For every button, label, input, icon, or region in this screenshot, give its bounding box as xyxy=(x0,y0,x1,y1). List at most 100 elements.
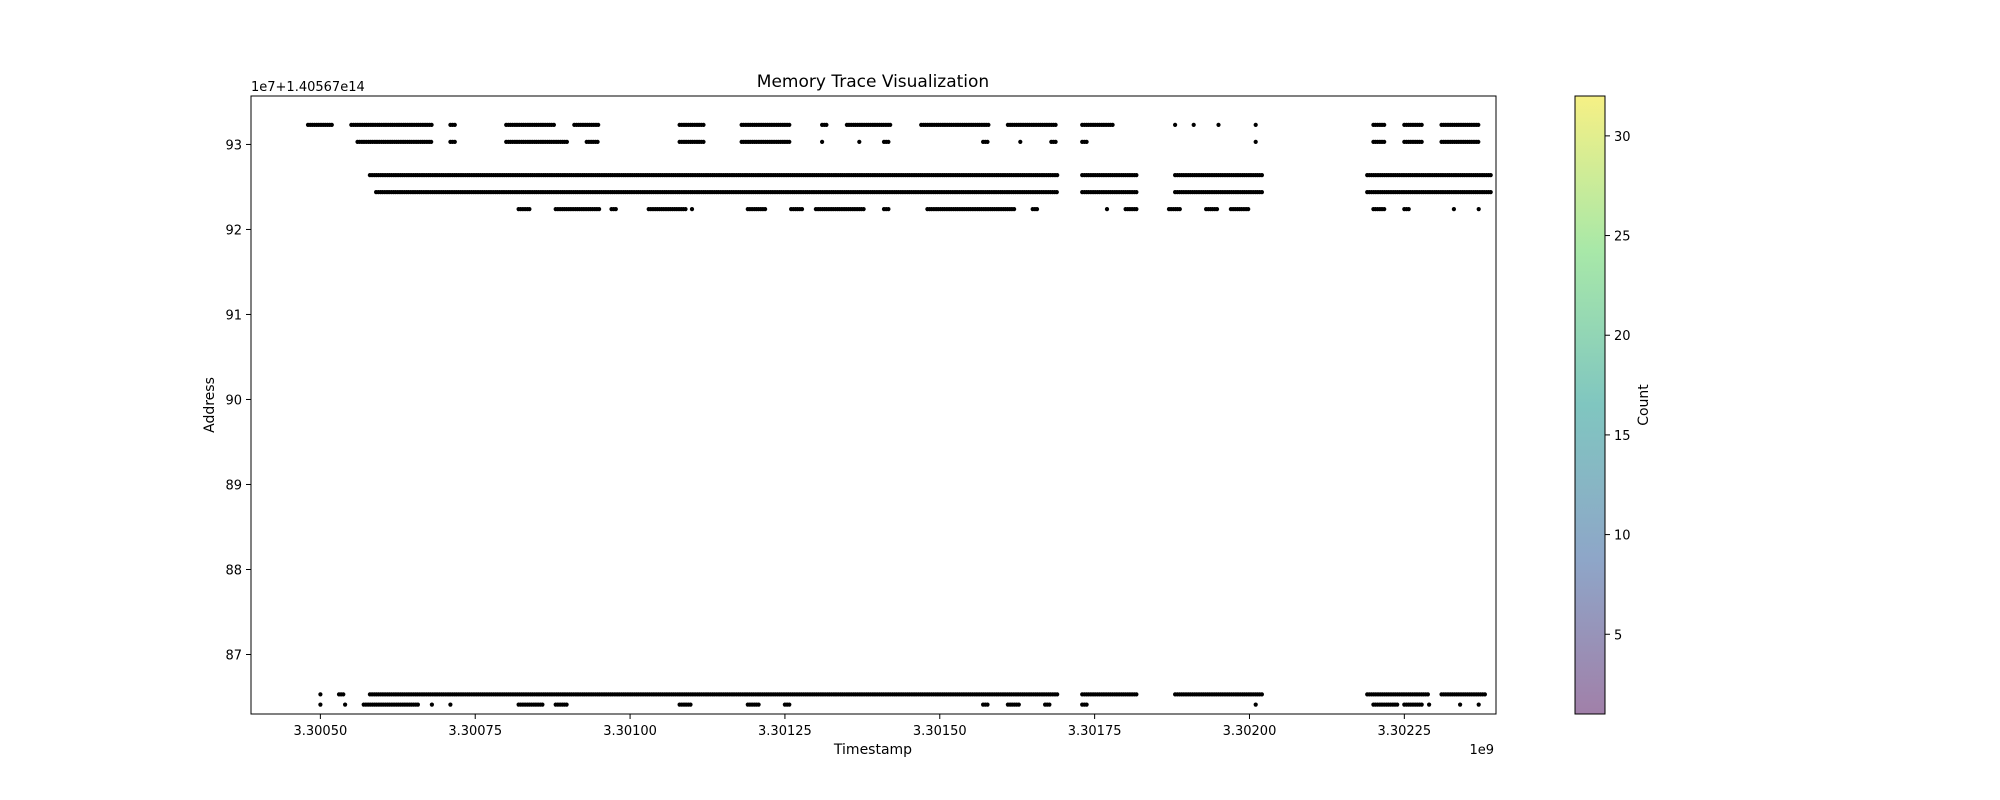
address-row-4 xyxy=(516,207,1481,212)
data-point xyxy=(540,702,545,707)
data-point xyxy=(1016,702,1021,707)
data-point xyxy=(318,702,323,707)
data-point xyxy=(701,122,706,127)
y-axis-ticks: 87 88 89 90 91 92 93 xyxy=(225,138,251,663)
y-tick-label: 91 xyxy=(225,308,242,323)
y-axis-label: Address xyxy=(202,377,218,433)
data-point xyxy=(1018,139,1023,144)
colorbar-gradient xyxy=(1574,95,1606,715)
data-point xyxy=(1488,190,1493,195)
x-tick-label: 3.30150 xyxy=(913,724,967,739)
data-point xyxy=(787,139,792,144)
data-point xyxy=(1382,122,1387,127)
address-row-3 xyxy=(374,190,1493,195)
data-point xyxy=(756,702,761,707)
data-point xyxy=(1134,173,1139,178)
colorbar-ticks: 5 10 15 20 25 30 xyxy=(1605,130,1631,643)
data-point xyxy=(1427,702,1432,707)
data-point xyxy=(861,207,866,212)
data-point xyxy=(1047,702,1052,707)
data-point xyxy=(613,207,618,212)
x-axis-ticks: 3.30050 3.30075 3.30100 3.30125 3.30150 3.301… xyxy=(293,714,1431,739)
data-point xyxy=(1034,207,1040,212)
data-point xyxy=(1458,702,1463,707)
data-point xyxy=(1451,207,1456,212)
colorbar-tick-label: 10 xyxy=(1614,529,1631,544)
data-point xyxy=(1476,702,1481,707)
data-point xyxy=(1055,173,1060,178)
data-point xyxy=(1476,207,1481,212)
colorbar-tick-label: 5 xyxy=(1614,628,1622,643)
colorbar-tick-label: 20 xyxy=(1614,329,1631,344)
y-tick-label: 93 xyxy=(225,138,242,153)
x-tick-label: 3.30075 xyxy=(448,724,502,739)
data-point xyxy=(329,122,334,127)
data-point xyxy=(985,702,990,707)
x-tick-label: 3.30225 xyxy=(1377,724,1431,739)
data-point xyxy=(1259,173,1264,178)
colorbar-tick-label: 25 xyxy=(1614,230,1631,245)
data-point xyxy=(1134,190,1139,195)
data-point xyxy=(1110,122,1115,127)
data-point xyxy=(1173,122,1178,127)
y-tick-label: 87 xyxy=(225,648,242,663)
data-point xyxy=(597,207,602,212)
data-point xyxy=(1476,122,1481,127)
data-point xyxy=(1419,122,1424,127)
x-axis-label: Timestamp xyxy=(833,742,912,758)
data-point xyxy=(1053,139,1058,144)
data-point xyxy=(1425,692,1430,697)
address-row-5 xyxy=(318,692,1487,697)
data-point xyxy=(787,122,792,127)
data-point xyxy=(448,702,453,707)
x-tick-label: 3.30050 xyxy=(293,724,347,739)
data-point xyxy=(318,692,323,697)
data-point xyxy=(1104,207,1110,212)
data-point xyxy=(1482,692,1487,697)
data-point xyxy=(595,139,600,144)
data-point xyxy=(701,139,706,144)
data-point xyxy=(1259,692,1264,697)
y-tick-label: 90 xyxy=(225,393,242,408)
plot-area: 3.30050 3.30075 3.30100 3.30125 3.30150 3.301… xyxy=(225,95,1497,739)
data-point xyxy=(452,139,457,144)
data-point xyxy=(799,207,805,212)
data-point xyxy=(888,122,893,127)
data-point xyxy=(985,139,990,144)
data-point xyxy=(1084,139,1089,144)
data-point xyxy=(1253,139,1258,144)
y-tick-label: 88 xyxy=(225,563,242,578)
data-point xyxy=(1476,139,1481,144)
address-row-2 xyxy=(367,173,1493,178)
address-row-1 xyxy=(355,139,1481,144)
x-tick-label: 3.30200 xyxy=(1223,724,1277,739)
data-point xyxy=(1395,702,1400,707)
data-point xyxy=(1382,139,1387,144)
data-point xyxy=(1134,207,1139,212)
colorbar-label: Count xyxy=(1636,384,1652,426)
data-point xyxy=(689,207,695,212)
data-point xyxy=(1246,207,1251,212)
data-point xyxy=(1177,207,1182,212)
data-point xyxy=(857,139,862,144)
y-tick-label: 89 xyxy=(225,478,242,493)
colorbar: 5 10 15 20 25 30 Count xyxy=(1574,95,1652,715)
data-point xyxy=(1259,190,1264,195)
data-point xyxy=(341,692,346,697)
data-point xyxy=(452,122,457,127)
data-point xyxy=(1214,207,1220,212)
data-point xyxy=(787,702,792,707)
data-point xyxy=(415,702,420,707)
data-point xyxy=(1253,122,1258,127)
data-point xyxy=(986,122,991,127)
x-tick-label: 3.30175 xyxy=(1068,724,1122,739)
x-tick-label: 3.30125 xyxy=(758,724,812,739)
scatter-points xyxy=(305,122,1493,707)
x-tick-label: 3.30100 xyxy=(603,724,657,739)
data-point xyxy=(1419,702,1424,707)
data-point xyxy=(564,702,569,707)
plot-frame xyxy=(250,95,1497,715)
data-point xyxy=(429,139,434,144)
data-point xyxy=(688,702,693,707)
y-tick-label: 92 xyxy=(225,223,242,238)
